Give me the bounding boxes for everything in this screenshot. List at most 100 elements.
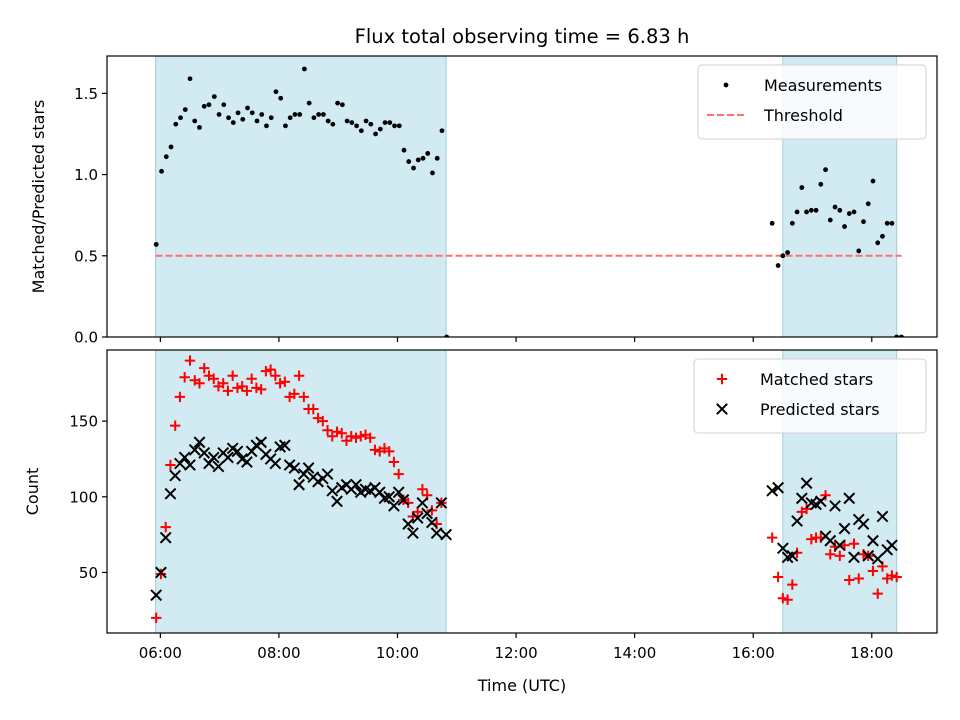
data-point: [848, 538, 860, 549]
data-point: [255, 384, 267, 395]
data-point: [421, 507, 434, 520]
data-point: [254, 118, 260, 124]
data-point: [288, 462, 301, 474]
data-point: [870, 178, 876, 184]
data-point: [886, 539, 898, 552]
data-point: [320, 112, 326, 117]
legend: Matched stars Predicted stars: [693, 358, 927, 434]
data-point: [273, 89, 279, 95]
data-point: [178, 115, 183, 121]
data-point: [216, 112, 222, 117]
data-point: [341, 435, 352, 447]
data-point: [787, 579, 798, 590]
legend: Measurements Threshold: [697, 64, 927, 140]
data-point: [804, 209, 809, 215]
x-axis-label: Time (UTC): [477, 676, 566, 695]
x-tick-label: 06:00: [139, 644, 182, 662]
data-point: [184, 355, 196, 366]
data-point: [813, 207, 819, 213]
data-point: [776, 542, 789, 555]
data-point: [159, 168, 164, 174]
data-point: [335, 100, 341, 106]
data-point: [377, 126, 383, 132]
chart-title: Flux total observing time = 6.83 h: [355, 25, 690, 48]
axes-frame: [106, 55, 938, 338]
data-point: [230, 120, 236, 125]
data-point: [168, 144, 174, 150]
data-point: [260, 365, 272, 377]
data-point: [212, 460, 225, 473]
data-point: [411, 512, 424, 524]
data-point: [211, 94, 217, 100]
data-point: [208, 373, 219, 384]
data-point: [270, 370, 281, 381]
data-point: [823, 167, 828, 173]
data-point: [406, 159, 412, 164]
data-point: [155, 568, 167, 580]
data-point: [411, 165, 416, 171]
data-point: [278, 95, 284, 101]
data-point: [392, 123, 397, 129]
data-point: [327, 431, 338, 442]
data-point: [182, 107, 188, 113]
data-point: [192, 118, 198, 124]
data-point: [249, 110, 255, 116]
data-point: [430, 527, 443, 540]
data-point: [388, 456, 400, 468]
data-point: [867, 534, 879, 547]
data-point: [350, 478, 362, 491]
y-tick-label: 100: [69, 488, 98, 506]
data-point: [766, 484, 779, 497]
data-point: [440, 528, 453, 541]
legend-marker: [716, 373, 728, 385]
data-point: [382, 120, 388, 125]
legend-label: Measurements: [764, 76, 882, 95]
data-point: [206, 102, 212, 108]
data-point: [236, 381, 248, 392]
data-point: [417, 484, 428, 495]
data-point: [317, 415, 328, 427]
data-point: [789, 220, 795, 226]
data-point: [794, 209, 800, 215]
data-point: [434, 155, 440, 161]
data-point: [820, 490, 831, 501]
data-point: [407, 527, 419, 540]
data-point: [251, 382, 262, 394]
data-point: [274, 378, 286, 389]
data-point: [193, 436, 206, 449]
data-point: [426, 505, 438, 516]
data-point: [416, 496, 429, 509]
data-point: [834, 550, 845, 562]
data-point: [226, 115, 231, 121]
legend-box: [693, 358, 927, 434]
x-tick-label: 16:00: [732, 644, 775, 662]
legend-marker: [716, 403, 728, 415]
data-point: [785, 250, 790, 255]
data-point: [283, 123, 288, 129]
data-point: [165, 459, 176, 471]
data-point: [235, 110, 241, 116]
data-point: [289, 388, 300, 400]
top-panel: 0.0 0.5 1.0 1.5 Matched/Predicted stars Measu…: [29, 55, 938, 347]
data-point: [886, 570, 898, 581]
data-point: [173, 121, 179, 127]
data-point: [865, 201, 871, 207]
data-point: [791, 515, 803, 527]
data-point: [222, 385, 234, 397]
data-point: [331, 426, 343, 437]
data-point: [279, 376, 291, 387]
data-point: [818, 181, 824, 187]
data-point: [339, 102, 345, 108]
data-point: [292, 112, 298, 117]
data-point: [169, 469, 182, 482]
x-tick-label: 14:00: [613, 644, 656, 662]
data-point: [322, 425, 333, 436]
data-point: [241, 456, 253, 468]
data-point: [782, 594, 793, 605]
data-point: [415, 157, 421, 163]
y-tick-label: 1.0: [74, 166, 98, 184]
data-point: [308, 403, 319, 415]
y-tick-label: 150: [69, 413, 98, 431]
data-point: [255, 436, 268, 449]
data-point: [844, 574, 855, 586]
